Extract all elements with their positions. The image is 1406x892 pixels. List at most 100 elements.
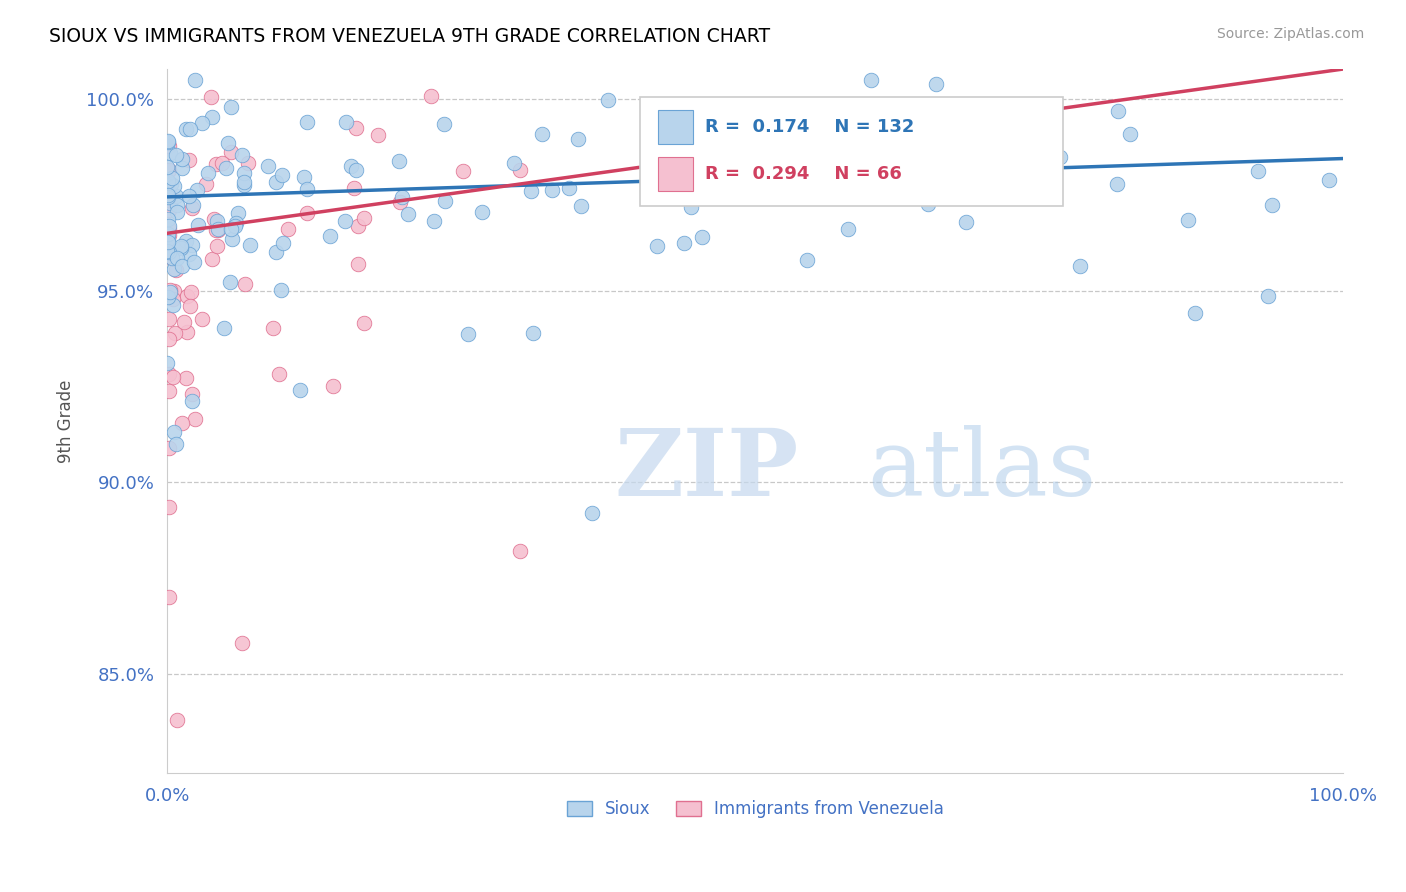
Point <box>156 174 179 188</box>
Point <box>1069 259 1091 273</box>
Point <box>264 244 287 259</box>
Point <box>271 235 294 250</box>
Point <box>157 186 180 200</box>
Point <box>157 384 180 398</box>
Point <box>205 214 228 228</box>
Point <box>1177 213 1199 227</box>
Point <box>225 216 247 230</box>
Point <box>433 194 456 209</box>
Point <box>432 117 454 131</box>
Point <box>396 207 419 221</box>
Point <box>181 201 204 215</box>
Point <box>156 356 179 370</box>
Point <box>160 252 183 266</box>
Point <box>322 379 344 393</box>
Point <box>344 120 367 135</box>
Y-axis label: 9th Grade: 9th Grade <box>58 379 75 463</box>
Point <box>166 198 188 212</box>
Point <box>270 283 292 297</box>
Point <box>159 285 181 299</box>
Point <box>388 154 411 169</box>
FancyBboxPatch shape <box>658 110 693 144</box>
Point <box>179 153 201 167</box>
Point <box>176 288 198 302</box>
Point <box>157 242 180 256</box>
Point <box>509 544 531 558</box>
Point <box>215 161 238 176</box>
Point <box>180 285 202 299</box>
Point <box>295 115 318 129</box>
Point <box>162 369 184 384</box>
Text: atlas: atlas <box>868 425 1097 516</box>
Point <box>700 153 723 168</box>
Point <box>353 211 375 226</box>
Point <box>179 299 201 313</box>
Point <box>1107 178 1129 192</box>
Point <box>184 73 207 87</box>
Point <box>292 169 315 184</box>
Point <box>207 223 229 237</box>
Point <box>233 175 256 189</box>
Point <box>163 284 186 298</box>
Point <box>170 238 193 252</box>
Point <box>295 206 318 220</box>
Point <box>197 166 219 180</box>
Point <box>266 175 288 189</box>
Point <box>219 221 242 235</box>
Point <box>1017 103 1039 118</box>
Point <box>166 713 188 727</box>
Point <box>219 145 242 159</box>
Point <box>859 73 882 87</box>
Point <box>180 238 202 252</box>
Point <box>191 312 214 326</box>
Point <box>335 115 357 129</box>
Point <box>170 241 193 255</box>
Point <box>692 230 714 244</box>
Point <box>179 247 201 261</box>
Point <box>1247 164 1270 178</box>
Point <box>207 238 229 252</box>
Point <box>202 211 225 226</box>
Point <box>388 194 411 209</box>
Point <box>233 277 256 291</box>
Point <box>157 311 180 326</box>
Point <box>166 263 188 277</box>
Point <box>837 222 859 236</box>
Point <box>200 90 222 104</box>
Point <box>157 500 180 514</box>
Point <box>917 197 939 211</box>
Point <box>191 116 214 130</box>
Point <box>290 384 312 398</box>
Point <box>955 215 977 229</box>
Point <box>194 177 217 191</box>
Point <box>163 178 186 193</box>
Point <box>163 326 186 341</box>
Point <box>157 193 180 207</box>
Point <box>347 257 370 271</box>
Point <box>165 437 187 451</box>
Point <box>201 110 224 124</box>
Point <box>221 232 243 246</box>
Point <box>170 416 193 430</box>
Point <box>170 152 193 166</box>
Point <box>156 190 179 204</box>
Point <box>163 262 186 277</box>
Point <box>344 163 367 178</box>
Point <box>156 134 179 148</box>
Point <box>159 177 181 191</box>
FancyBboxPatch shape <box>640 96 1063 206</box>
Point <box>1026 167 1049 181</box>
Point <box>503 156 526 170</box>
Point <box>201 252 224 267</box>
Point <box>531 127 554 141</box>
Text: R =  0.174    N = 132: R = 0.174 N = 132 <box>704 118 914 136</box>
Point <box>1036 159 1059 173</box>
Point <box>157 244 180 259</box>
Point <box>162 298 184 312</box>
Point <box>257 159 280 173</box>
Point <box>166 205 188 219</box>
Point <box>157 227 180 242</box>
Point <box>471 204 494 219</box>
Point <box>233 166 256 180</box>
Point <box>157 219 180 234</box>
